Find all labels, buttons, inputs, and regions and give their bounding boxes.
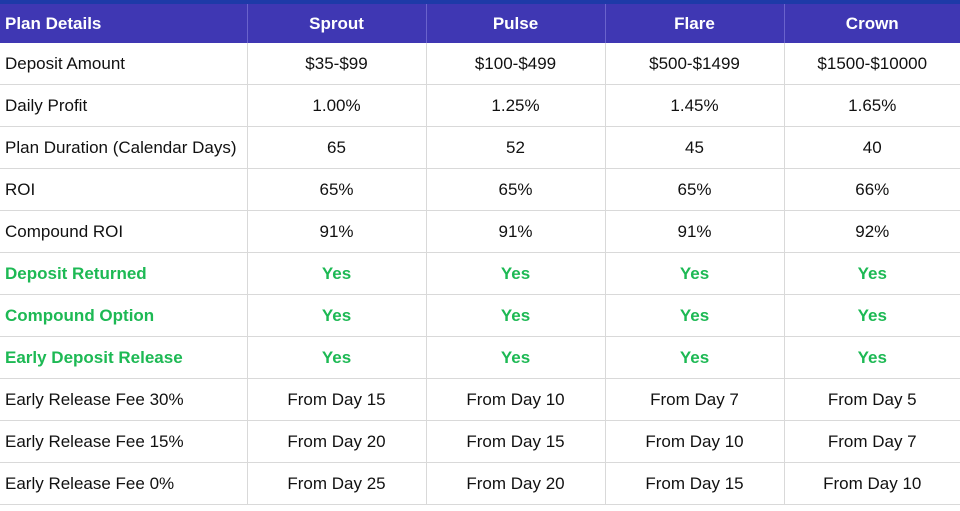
cell-flare: Yes [604, 336, 784, 379]
cell-flare: From Day 7 [604, 378, 784, 421]
cell-pulse: 1.25% [425, 84, 605, 127]
table-row-compound-roi: Compound ROI 91% 91% 91% 92% [0, 210, 960, 253]
table-row-early-release-fee-30: Early Release Fee 30% From Day 15 From D… [0, 378, 960, 421]
cell-sprout: 91% [246, 210, 426, 253]
table-row-early-release-fee-0: Early Release Fee 0% From Day 25 From Da… [0, 462, 960, 505]
row-label: Plan Duration (Calendar Days) [0, 126, 247, 169]
row-label: Deposit Returned [0, 252, 247, 295]
cell-crown: From Day 10 [783, 462, 960, 505]
cell-crown: Yes [783, 252, 960, 295]
table-row-roi: ROI 65% 65% 65% 66% [0, 168, 960, 211]
cell-crown: Yes [783, 336, 960, 379]
cell-sprout: 65 [246, 126, 426, 169]
cell-flare: 65% [604, 168, 784, 211]
cell-crown: 92% [783, 210, 960, 253]
cell-pulse: 91% [425, 210, 605, 253]
cell-flare: Yes [604, 252, 784, 295]
cell-sprout: Yes [246, 252, 426, 295]
row-label: Early Release Fee 15% [0, 420, 247, 463]
cell-crown: 66% [783, 168, 960, 211]
table-row-deposit-returned: Deposit Returned Yes Yes Yes Yes [0, 252, 960, 295]
cell-pulse: 65% [425, 168, 605, 211]
cell-crown: 40 [783, 126, 960, 169]
cell-crown: $1500-$10000 [783, 43, 960, 85]
table-row-daily-profit: Daily Profit 1.00% 1.25% 1.45% 1.65% [0, 84, 960, 127]
cell-sprout: Yes [246, 294, 426, 337]
row-label: Daily Profit [0, 84, 247, 127]
row-label: Early Deposit Release [0, 336, 247, 379]
cell-crown: From Day 5 [783, 378, 960, 421]
row-label: Compound ROI [0, 210, 247, 253]
table-header-row: Plan Details Sprout Pulse Flare Crown [0, 2, 960, 43]
row-label: Early Release Fee 0% [0, 462, 247, 505]
table-row-deposit-amount: Deposit Amount $35-$99 $100-$499 $500-$1… [0, 43, 960, 85]
cell-sprout: $35-$99 [246, 43, 426, 85]
row-label: Compound Option [0, 294, 247, 337]
row-label: ROI [0, 168, 247, 211]
cell-crown: Yes [783, 294, 960, 337]
header-plan-flare: Flare [604, 2, 784, 43]
cell-crown: 1.65% [783, 84, 960, 127]
cell-sprout: 1.00% [246, 84, 426, 127]
header-plan-pulse: Pulse [425, 2, 605, 43]
row-label: Early Release Fee 30% [0, 378, 247, 421]
table-row-compound-option: Compound Option Yes Yes Yes Yes [0, 294, 960, 337]
cell-flare: From Day 10 [604, 420, 784, 463]
cell-sprout: 65% [246, 168, 426, 211]
cell-pulse: Yes [425, 336, 605, 379]
table-row-early-release-fee-15: Early Release Fee 15% From Day 20 From D… [0, 420, 960, 463]
cell-flare: 1.45% [604, 84, 784, 127]
cell-flare: $500-$1499 [604, 43, 784, 85]
cell-sprout: From Day 15 [246, 378, 426, 421]
cell-flare: 91% [604, 210, 784, 253]
row-label: Deposit Amount [0, 43, 247, 85]
cell-sprout: From Day 25 [246, 462, 426, 505]
header-plan-details: Plan Details [0, 2, 247, 43]
header-plan-crown: Crown [783, 2, 960, 43]
cell-flare: 45 [604, 126, 784, 169]
cell-flare: From Day 15 [604, 462, 784, 505]
header-plan-sprout: Sprout [246, 2, 426, 43]
cell-pulse: $100-$499 [425, 43, 605, 85]
cell-pulse: From Day 15 [425, 420, 605, 463]
table-row-plan-duration: Plan Duration (Calendar Days) 65 52 45 4… [0, 126, 960, 169]
cell-pulse: From Day 10 [425, 378, 605, 421]
cell-pulse: Yes [425, 252, 605, 295]
cell-pulse: From Day 20 [425, 462, 605, 505]
cell-sprout: From Day 20 [246, 420, 426, 463]
cell-pulse: Yes [425, 294, 605, 337]
cell-crown: From Day 7 [783, 420, 960, 463]
cell-sprout: Yes [246, 336, 426, 379]
table-row-early-deposit-release: Early Deposit Release Yes Yes Yes Yes [0, 336, 960, 379]
cell-pulse: 52 [425, 126, 605, 169]
cell-flare: Yes [604, 294, 784, 337]
